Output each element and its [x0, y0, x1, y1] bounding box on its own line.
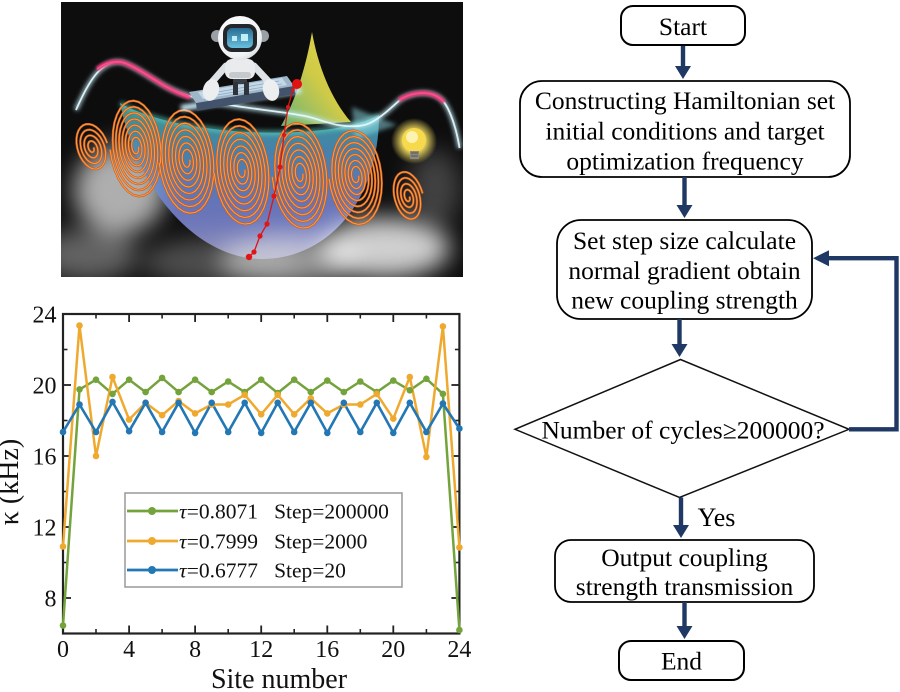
- svg-text:new coupling strength: new coupling strength: [571, 285, 798, 314]
- svg-text:initial conditions and target: initial conditions and target: [545, 117, 824, 146]
- svg-text:4: 4: [123, 637, 135, 663]
- svg-text:τ=0.8071 Step=200000: τ=0.8071 Step=200000: [179, 500, 389, 524]
- svg-text:0: 0: [57, 637, 69, 663]
- svg-text:Number of cycles≥200000?: Number of cycles≥200000?: [541, 415, 824, 444]
- svg-text:Constructing Hamiltonian set: Constructing Hamiltonian set: [535, 86, 835, 115]
- svg-text:optimization frequency: optimization frequency: [566, 147, 803, 176]
- svg-text:Output coupling: Output coupling: [601, 543, 768, 572]
- svg-text:Start: Start: [659, 12, 707, 41]
- svg-text:20: 20: [33, 374, 57, 400]
- svg-text:Yes: Yes: [698, 503, 736, 532]
- svg-text:12: 12: [249, 637, 273, 663]
- svg-text:8: 8: [189, 637, 201, 663]
- svg-text:24: 24: [447, 637, 471, 663]
- svg-text:τ=0.6777 Step=20: τ=0.6777 Step=20: [179, 559, 346, 583]
- svg-text:Set step size calculate: Set step size calculate: [573, 226, 796, 255]
- svg-text:Site number: Site number: [211, 664, 348, 692]
- svg-text:strength transmission: strength transmission: [576, 572, 794, 601]
- svg-text:12: 12: [33, 516, 57, 542]
- svg-text:16: 16: [315, 637, 339, 663]
- svg-text:End: End: [661, 646, 702, 675]
- svg-text:κ (kHz): κ (kHz): [0, 439, 25, 525]
- svg-text:τ=0.7999 Step=2000: τ=0.7999 Step=2000: [179, 530, 367, 554]
- svg-text:16: 16: [33, 445, 57, 471]
- svg-text:8: 8: [45, 587, 57, 613]
- svg-text:20: 20: [381, 637, 405, 663]
- svg-text:normal gradient obtain: normal gradient obtain: [568, 256, 801, 285]
- svg-text:24: 24: [33, 303, 57, 329]
